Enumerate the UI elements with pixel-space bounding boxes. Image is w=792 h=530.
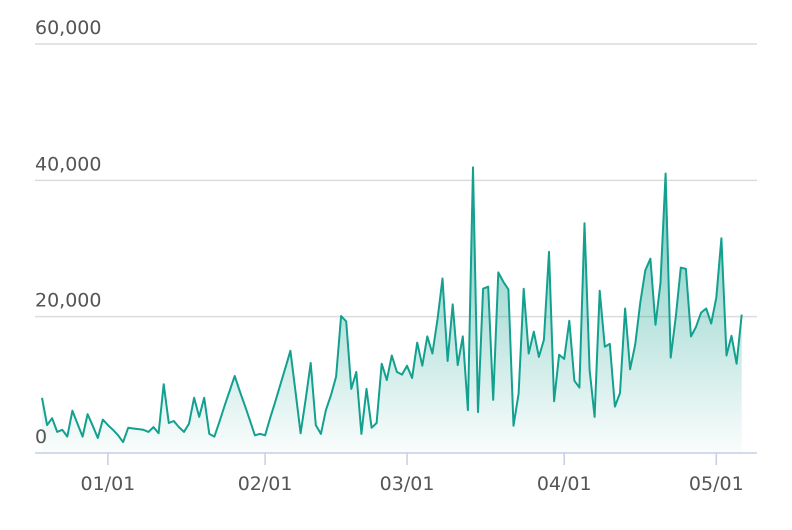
x-tick-label: 04/01 xyxy=(537,473,592,495)
y-tick-label: 20,000 xyxy=(35,290,101,312)
y-tick-label: 60,000 xyxy=(35,17,101,39)
x-tick-label: 05/01 xyxy=(689,473,744,495)
y-tick-label: 40,000 xyxy=(35,153,101,175)
x-tick-label: 03/01 xyxy=(380,473,435,495)
area-fill xyxy=(42,167,742,453)
x-tick-label: 02/01 xyxy=(238,473,293,495)
line xyxy=(41,166,743,444)
x-tick-label: 01/01 xyxy=(81,473,136,495)
